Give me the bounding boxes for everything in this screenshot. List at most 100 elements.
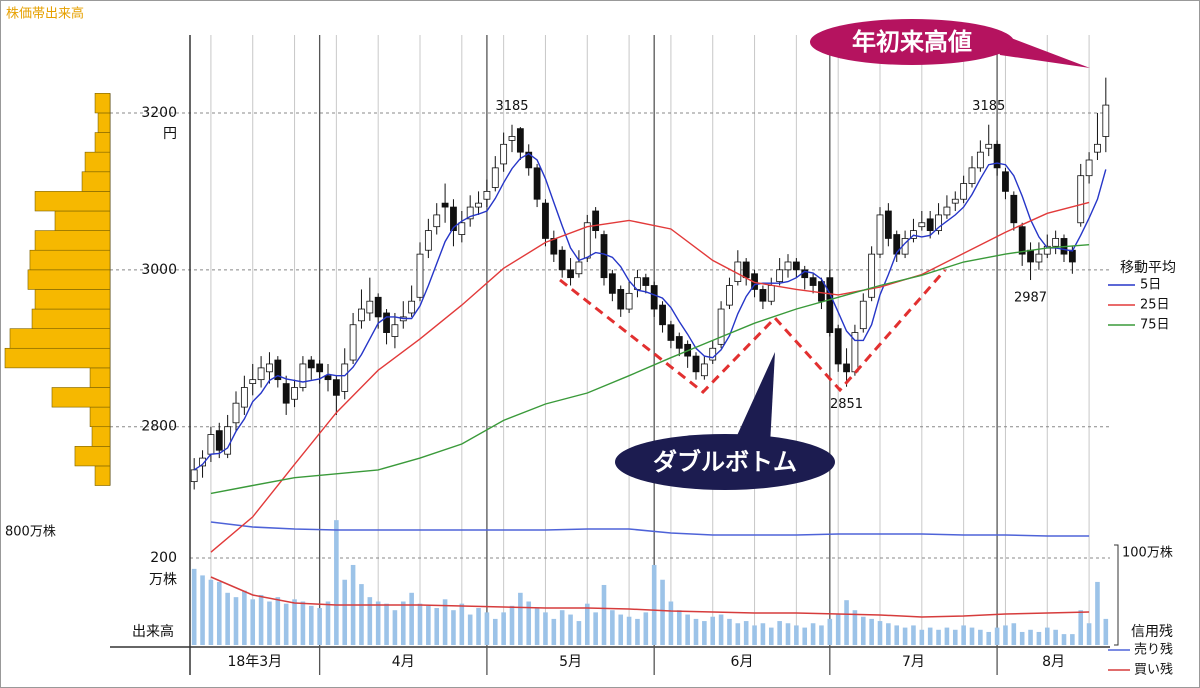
volume-bar [325, 601, 331, 645]
candle-body [383, 312, 390, 333]
moving-average-line [210, 201, 1090, 553]
price-volume-bar [51, 387, 111, 408]
volume-bar [777, 621, 782, 645]
volume-bar [442, 599, 448, 645]
candle-body [542, 202, 549, 239]
candle-body [1010, 194, 1018, 224]
volume-bar [643, 612, 649, 645]
volume-bar [342, 579, 348, 645]
price-volume-bar [74, 446, 111, 467]
volume-bar [911, 625, 916, 645]
candle-body [458, 222, 466, 235]
candle-body [416, 253, 424, 298]
candle-body [516, 128, 524, 153]
volume-bar [651, 564, 657, 645]
candle-body [332, 379, 340, 396]
candle-body [1085, 159, 1093, 177]
volume-bar [727, 618, 732, 645]
candle-body [776, 269, 784, 282]
candle-body [968, 167, 976, 184]
volume-bar [593, 612, 598, 645]
volume-bar [509, 605, 515, 645]
candle-body [742, 261, 750, 279]
peak-label: 2851 [830, 397, 863, 412]
volume-bar [760, 623, 766, 645]
volume-bar [1028, 629, 1033, 645]
price-volume-bar [81, 171, 111, 192]
volume-bar [626, 616, 632, 645]
candle-body [675, 336, 683, 349]
margin-line [210, 576, 1090, 618]
candle-body [834, 328, 842, 365]
candle-body [374, 296, 382, 318]
volume-bar [952, 629, 958, 645]
volume-bar [492, 618, 498, 645]
volume-bar [426, 605, 431, 645]
price-volume-tick-label: 800万株 [5, 525, 56, 540]
candle-body [358, 308, 365, 322]
volume-bar [559, 610, 565, 645]
candle-body [1018, 226, 1026, 255]
candle-body [784, 261, 792, 271]
candle-body [508, 136, 516, 141]
volume-bar [802, 627, 808, 645]
candle-body [550, 238, 558, 255]
candle-body [985, 143, 993, 149]
candle-body [767, 285, 775, 302]
candle-body [567, 269, 574, 279]
candle-body [1035, 253, 1043, 263]
x-tick-label: 5月 [559, 654, 582, 670]
price-volume-bar [29, 249, 111, 271]
volume-bar [710, 616, 716, 645]
candle-body [843, 363, 850, 373]
candle-body [575, 261, 583, 275]
volume-bar [660, 579, 665, 645]
volume-bar [1036, 631, 1042, 645]
volume-bar [844, 600, 849, 645]
candle-body [207, 434, 215, 455]
volume-bar [551, 618, 557, 645]
volume-bar [1078, 610, 1084, 645]
candle-body [659, 304, 666, 326]
volume-bar [994, 627, 1000, 645]
volume-bar [768, 627, 774, 645]
volume-bar [501, 612, 506, 645]
candle-body [617, 289, 625, 310]
volume-bar [1003, 625, 1008, 645]
candle-body [600, 234, 608, 279]
x-tick-label: 8月 [1042, 654, 1065, 670]
candle-body [324, 375, 332, 381]
candle-body [859, 300, 867, 330]
volume-bar [827, 618, 833, 645]
volume-bar [1044, 627, 1050, 645]
volume-bar [534, 608, 540, 645]
price-volume-bar [31, 308, 111, 329]
moving-average-line [193, 152, 1107, 471]
candle-body [483, 190, 491, 200]
y-tick-label: 3200 [141, 105, 177, 121]
candle-body [826, 277, 834, 333]
volume-bar [584, 603, 590, 645]
candle-body [249, 379, 257, 384]
volume-bar [334, 520, 339, 645]
volume-bar [292, 599, 297, 645]
candle-body [500, 143, 508, 165]
price-volume-bar [94, 93, 111, 114]
candle-body [993, 143, 1001, 169]
volume-label: 出来高 [132, 623, 174, 640]
candle-body [341, 363, 349, 392]
candle-body [433, 214, 441, 228]
volume-bar [258, 594, 264, 645]
volume-bar [1053, 629, 1058, 645]
volume-bar [969, 627, 975, 645]
candle-body [366, 300, 374, 314]
candle-body [583, 222, 591, 259]
volume-bar [308, 605, 314, 645]
volume-bar [467, 614, 473, 645]
price-volume-bar [34, 230, 111, 251]
volume-bar [819, 625, 824, 645]
candle-body [910, 230, 917, 239]
candle-body [1002, 171, 1009, 192]
candle-body [266, 363, 273, 373]
